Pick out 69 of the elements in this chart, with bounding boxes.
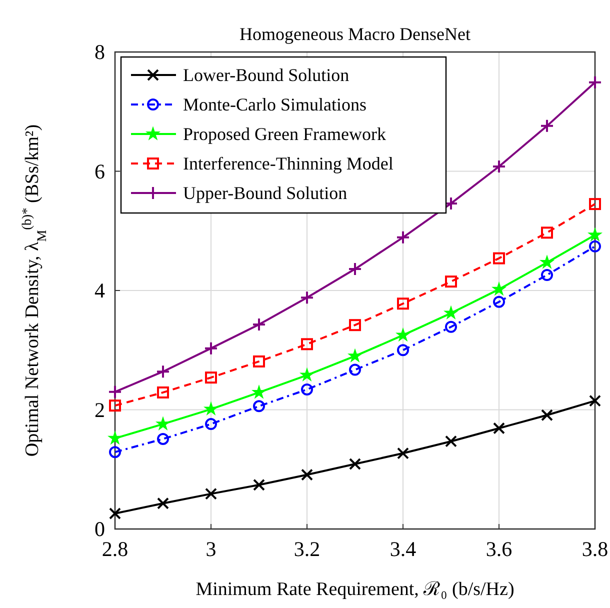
y-tick-label: 6 xyxy=(94,159,105,184)
point xyxy=(301,383,313,396)
point xyxy=(205,372,217,384)
point xyxy=(107,430,123,445)
point xyxy=(493,422,505,434)
point xyxy=(491,281,507,296)
point xyxy=(300,290,314,305)
y-tick-label: 2 xyxy=(94,398,105,422)
point xyxy=(205,488,217,500)
point xyxy=(541,268,553,281)
point xyxy=(397,344,409,356)
x-tick-label: 3.8 xyxy=(582,537,608,561)
legend-label: Monte-Carlo Simulations xyxy=(183,94,366,114)
point xyxy=(493,252,505,264)
x-tick-label: 3.6 xyxy=(486,537,512,561)
point xyxy=(252,317,266,332)
point xyxy=(589,198,601,210)
y-tick-label: 8 xyxy=(94,40,105,64)
point xyxy=(301,338,313,350)
point xyxy=(445,276,457,288)
point xyxy=(205,418,217,430)
point xyxy=(299,367,315,382)
x-axis-title: Minimum Rate Requirement, ℛ₀ (b/s/Hz) xyxy=(196,579,514,600)
point xyxy=(204,341,218,356)
point xyxy=(109,508,121,520)
x-tick-label: 3.4 xyxy=(390,537,417,561)
point xyxy=(541,409,553,422)
point xyxy=(156,364,170,379)
point xyxy=(539,254,555,269)
point xyxy=(253,478,265,491)
legend-label: Interference-Thinning Model xyxy=(183,154,394,174)
point xyxy=(347,348,363,362)
point xyxy=(109,400,121,412)
chart-title: Homogeneous Macro DenseNet xyxy=(240,24,470,44)
point xyxy=(397,298,409,310)
point xyxy=(251,384,267,399)
legend-label: Proposed Green Framework xyxy=(183,124,386,144)
point xyxy=(540,118,554,133)
point xyxy=(301,468,313,481)
point xyxy=(443,305,459,320)
point xyxy=(349,458,361,470)
point xyxy=(349,364,361,376)
point xyxy=(589,394,601,407)
point xyxy=(492,159,506,174)
legend-label: Lower-Bound Solution xyxy=(183,65,350,85)
point xyxy=(253,355,265,368)
point xyxy=(397,447,409,460)
point xyxy=(395,327,411,342)
point xyxy=(253,400,265,412)
point xyxy=(588,75,602,90)
point xyxy=(493,296,505,308)
point xyxy=(157,386,169,398)
point xyxy=(396,230,410,244)
point xyxy=(541,226,553,239)
point xyxy=(348,262,362,276)
point xyxy=(587,227,603,242)
point xyxy=(445,320,457,333)
y-tick-label: 4 xyxy=(94,278,106,302)
x-tick-label: 3.2 xyxy=(294,537,320,561)
point xyxy=(445,435,457,448)
point xyxy=(109,446,121,458)
point xyxy=(349,319,361,332)
point xyxy=(108,384,122,399)
point xyxy=(203,401,219,416)
point xyxy=(157,497,169,510)
legend-label: Upper-Bound Solution xyxy=(183,183,348,203)
point xyxy=(157,432,169,445)
point xyxy=(589,240,601,252)
x-tick-label: 3 xyxy=(206,537,216,561)
